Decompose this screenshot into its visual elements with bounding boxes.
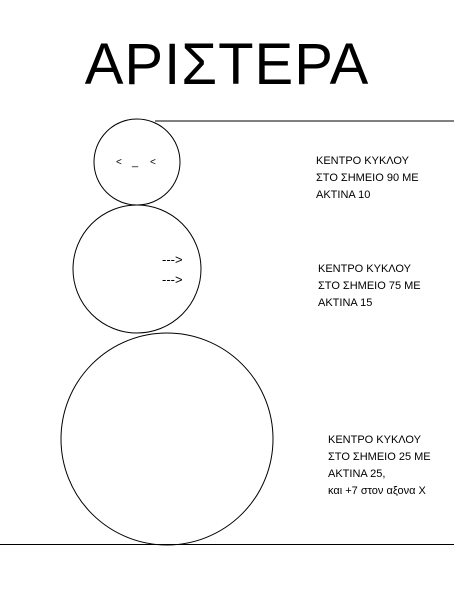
body-note-line: ΑΚΤΙΝΑ 15 — [318, 297, 373, 309]
base-note-line: ΚΕΝΤΡΟ ΚΥΚΛΟΥ — [328, 434, 421, 446]
head-note: ΚΕΝΤΡΟ ΚΥΚΛΟΥ ΣΤΟ ΣΗΜΕΙΟ 90 ΜΕ ΑΚΤΙΝΑ 10 — [316, 153, 419, 204]
body-circle — [72, 204, 202, 334]
base-note-line: και +7 στον αξονα Χ — [328, 485, 426, 497]
base-note-line: ΣΤΟ ΣΗΜΕΙΟ 25 ΜΕ — [328, 451, 431, 463]
arrow-lower: ---> — [162, 272, 183, 287]
base-note: ΚΕΝΤΡΟ ΚΥΚΛΟΥ ΣΤΟ ΣΗΜΕΙΟ 25 ΜΕ ΑΚΤΙΝΑ 25… — [328, 432, 431, 500]
head-note-line: ΚΕΝΤΡΟ ΚΥΚΛΟΥ — [316, 155, 409, 167]
head-note-line: ΣΤΟ ΣΗΜΕΙΟ 90 ΜΕ — [316, 172, 419, 184]
base-circle — [60, 332, 274, 546]
arrow-upper: ---> — [162, 252, 183, 267]
mouth: _ — [131, 156, 139, 168]
left-eye: < — [116, 157, 122, 168]
base-note-line: ΑΚΤΙΝΑ 25, — [328, 468, 386, 480]
body-note-line: ΣΤΟ ΣΗΜΕΙΟ 75 ΜΕ — [318, 280, 421, 292]
page-title: ΑΡΙΣΤΕΡΑ — [84, 32, 370, 97]
body-note-line: ΚΕΝΤΡΟ ΚΥΚΛΟΥ — [318, 263, 411, 275]
right-eye: < — [150, 157, 156, 168]
body-note: ΚΕΝΤΡΟ ΚΥΚΛΟΥ ΣΤΟ ΣΗΜΕΙΟ 75 ΜΕ ΑΚΤΙΝΑ 15 — [318, 261, 421, 312]
head-note-line: ΑΚΤΙΝΑ 10 — [316, 189, 371, 201]
